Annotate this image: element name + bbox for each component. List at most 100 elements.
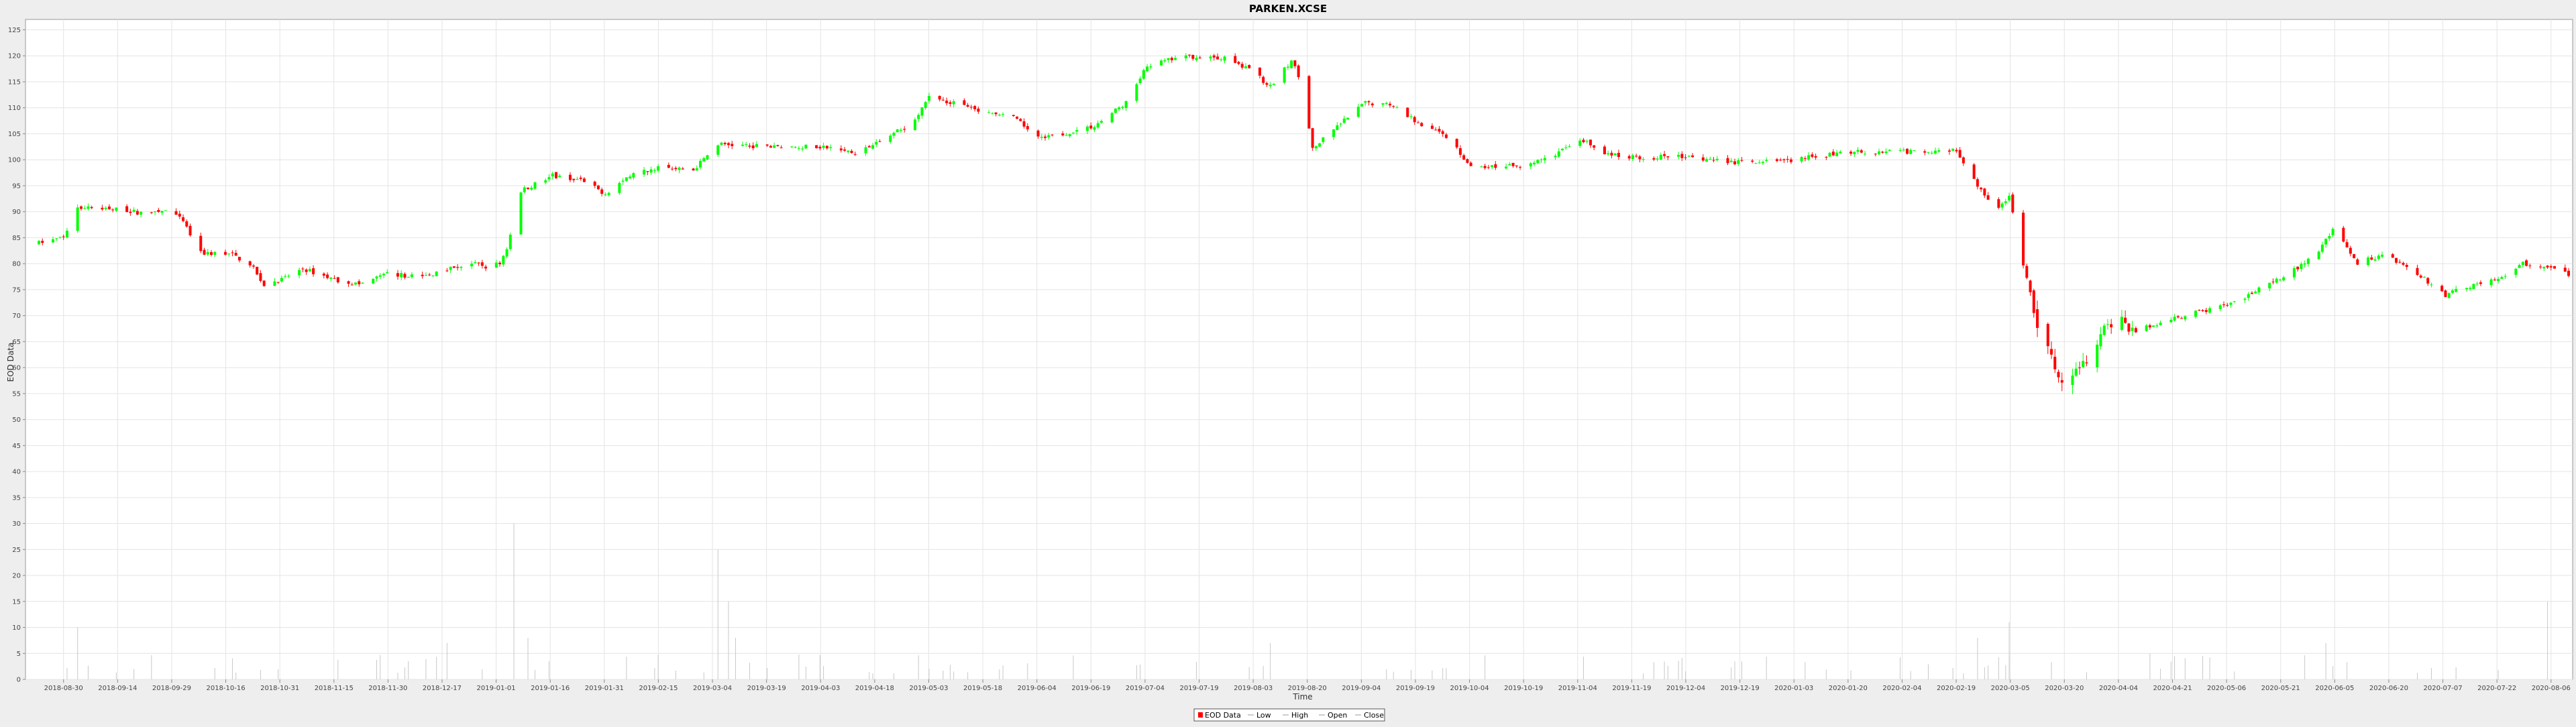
candle-up [1543, 158, 1546, 161]
candle-up [1209, 56, 1212, 59]
candle-up [2514, 268, 2518, 275]
candle-down [2440, 286, 2444, 292]
candle-up [576, 178, 579, 180]
x-tick-label: 2020-06-20 [2369, 685, 2408, 692]
candle-up [1807, 155, 1811, 160]
candle-down [1044, 136, 1047, 138]
candle-down [1444, 134, 1448, 138]
candle-down [815, 145, 818, 148]
candle-up [530, 187, 533, 190]
candle-up [1286, 66, 1289, 68]
candle-down [2479, 282, 2482, 284]
candle-up [653, 170, 656, 171]
candle-up [1093, 127, 1096, 130]
candle-down [480, 262, 484, 266]
candle-down [2546, 266, 2549, 268]
candle-up [2268, 282, 2271, 288]
candle-down [1413, 117, 1416, 123]
candle-up [695, 168, 698, 171]
candle-up [533, 182, 537, 189]
candle-down [2345, 242, 2349, 247]
candle-up [1110, 113, 1114, 123]
x-tick-label: 2019-05-03 [909, 685, 948, 692]
candle-up [1480, 166, 1483, 168]
candle-up [2243, 298, 2247, 300]
candle-down [2124, 317, 2127, 323]
candle-down [1582, 139, 1585, 143]
candle-down [1972, 164, 1976, 179]
candle-up [2099, 334, 2102, 347]
candle-down [2110, 324, 2113, 328]
candle-down [776, 145, 780, 146]
candle-up [1585, 141, 1589, 142]
candle-down [568, 174, 572, 180]
legend-box [1193, 708, 1385, 722]
x-tick-label: 2018-08-30 [44, 685, 83, 692]
chart-title: PARKEN.XCSE [1249, 3, 1327, 15]
candle-down [1976, 179, 1979, 187]
candle-up [2367, 257, 2370, 266]
candle-up [2173, 317, 2176, 321]
candle-down [333, 278, 336, 279]
candle-up [2489, 279, 2493, 286]
candle-up [2521, 262, 2524, 266]
candle-down [1455, 139, 1458, 148]
x-tick-label: 2020-05-21 [2261, 685, 2300, 692]
candle-down [248, 261, 252, 266]
candle-up [1828, 152, 1831, 157]
candle-up [449, 266, 452, 270]
candle-down [1955, 150, 1958, 152]
candle-down [2356, 259, 2359, 265]
candle-down [825, 146, 828, 149]
y-tick-label: 30 [12, 520, 21, 528]
candle-down [2563, 268, 2567, 272]
x-tick-label: 2018-09-14 [98, 685, 137, 692]
x-tick-label: 2020-04-21 [2153, 685, 2192, 692]
candle-down [2032, 290, 2035, 313]
candle-up [2324, 238, 2328, 245]
candle-down [2250, 292, 2253, 294]
candle-down [2296, 266, 2300, 270]
candle-down [1663, 154, 1666, 156]
candle-up [375, 276, 378, 279]
y-tick-label: 35 [12, 494, 21, 502]
x-tick-label: 2019-10-04 [1450, 685, 1489, 692]
candle-up [154, 211, 157, 213]
candle-down [358, 281, 361, 284]
candle-up [1677, 154, 1680, 157]
candle-up [1737, 160, 1740, 164]
candle-down [1012, 115, 1015, 117]
x-tick-label: 2018-11-30 [368, 685, 407, 692]
candle-down [938, 95, 941, 100]
candle-up [2257, 287, 2261, 293]
candle-down [2011, 194, 2015, 213]
candle-down [977, 108, 980, 112]
legend-swatch-eod [1198, 712, 1203, 718]
candle-down [2222, 304, 2226, 306]
candle-up [829, 147, 833, 148]
y-tick-label: 80 [12, 261, 21, 268]
candle-up [892, 132, 896, 136]
candle-up [140, 211, 143, 215]
candle-down [199, 235, 203, 251]
candle-up [1135, 84, 1138, 101]
candle-up [1223, 56, 1226, 61]
candle-down [125, 206, 129, 213]
candle-down [1983, 188, 1986, 196]
x-tick-label: 2019-04-18 [855, 685, 894, 692]
candle-down [305, 269, 308, 272]
candle-down [2353, 254, 2356, 258]
candle-down [2402, 262, 2405, 265]
candle-up [1174, 58, 1177, 60]
candle-down [2085, 362, 2088, 364]
candle-down [949, 102, 952, 104]
candle-down [1511, 162, 1515, 166]
candle-up [1878, 151, 1881, 155]
candle-up [1607, 153, 1610, 155]
candle-down [1811, 154, 1814, 157]
candle-up [1184, 55, 1187, 58]
candle-down [182, 217, 185, 221]
candle-down [2201, 310, 2204, 311]
candle-down [1947, 150, 1951, 152]
candle-down [2198, 310, 2201, 311]
